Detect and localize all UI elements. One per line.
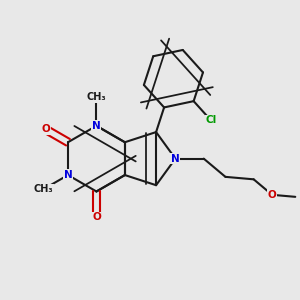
Text: O: O [268,190,277,200]
Text: N: N [64,170,72,180]
Text: N: N [92,121,101,131]
Text: O: O [92,212,101,222]
Text: CH₃: CH₃ [34,184,53,194]
Text: Cl: Cl [206,116,217,125]
Text: N: N [171,154,180,164]
Text: CH₃: CH₃ [87,92,106,103]
Text: O: O [41,124,50,134]
